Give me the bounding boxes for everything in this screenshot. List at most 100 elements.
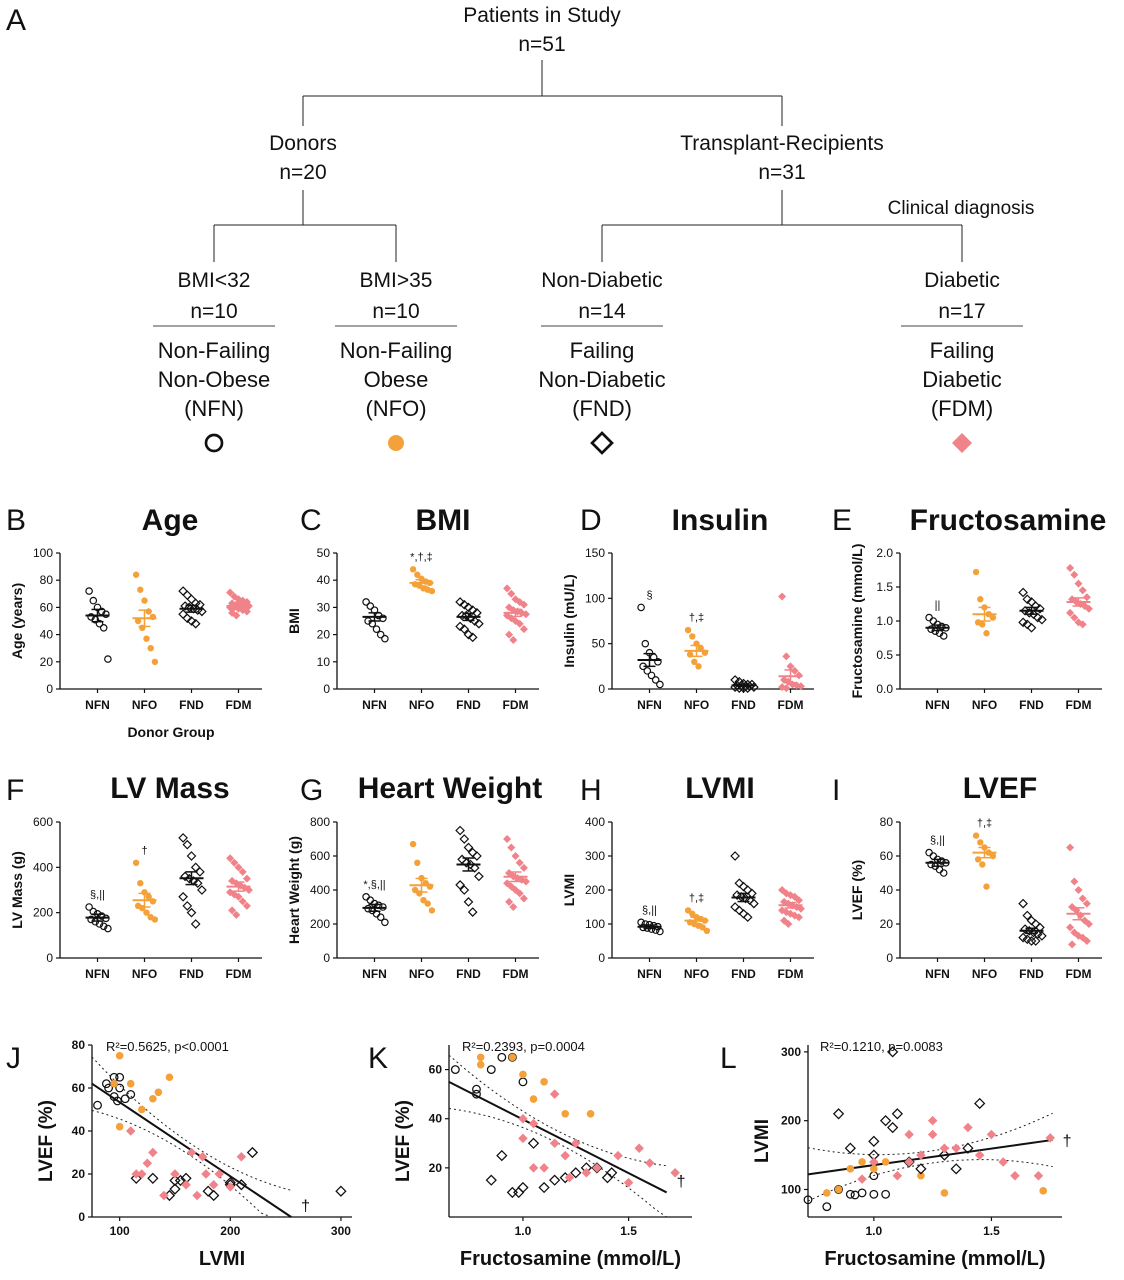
data-point [381,634,389,643]
data-point [455,825,465,836]
data-point [99,623,108,632]
data-point [428,907,436,914]
data-point-fdm [186,1147,197,1158]
data-point-fnd [527,1137,540,1149]
data-point [989,852,997,860]
x-tick-label: NFN [925,967,950,981]
data-point [989,614,997,621]
data-point [742,912,753,923]
data-point-nfo [149,1094,157,1103]
data-point-fdm [963,1122,973,1133]
data-point [796,682,805,691]
data-point [1078,894,1087,903]
group-abbrev: (FDM) [931,396,993,421]
group-criterion: Non-Diabetic [541,269,662,292]
data-point [1084,604,1093,613]
data-point-fdm [201,1169,211,1179]
recipients-n: n=31 [758,161,805,184]
chart-title: Fructosamine [910,504,1107,537]
significance-annotation: § [646,589,652,601]
data-point [232,611,241,620]
chart-title: LVMI [685,772,754,805]
data-point-fnd [235,1179,248,1191]
data-point [515,858,524,867]
data-point [234,892,243,901]
x-tick-label: 1.0 [515,1224,532,1238]
data-point-fdm [159,1190,169,1201]
data-point [1022,934,1033,945]
data-point-fnd [974,1097,986,1110]
data-point-nfo [529,1095,538,1103]
data-point [983,630,990,637]
data-point-fdm [208,1180,219,1190]
chart-title: Age [142,504,199,537]
regression-line [807,1138,1053,1176]
data-point [463,897,474,907]
y-tick-label: 60 [429,1063,443,1077]
data-point [1082,899,1091,908]
data-point [459,885,470,895]
group-n: n=17 [938,300,985,323]
data-point-nfn [850,1190,860,1200]
data-point-fnd [962,1142,974,1154]
data-point [643,667,652,675]
data-point-fdm [892,1170,903,1181]
data-point-fdm [148,1147,158,1158]
x-tick-label: FND [1019,967,1044,981]
panel-letter: C [300,504,322,537]
data-point [519,894,528,903]
significance-annotation: *,†,‡ [410,551,433,563]
data-point [463,842,474,853]
data-point [794,913,803,922]
data-point-fdm [592,1163,602,1173]
regression-stat: R²=0.1210, p=0.0083 [820,1039,943,1054]
x-tick-label: FND [1019,698,1044,712]
data-point [782,652,791,661]
x-tick-label: FND [456,967,481,981]
x-tick-label: 100 [110,1224,130,1238]
y-tick-label: 100 [585,591,605,605]
group-n: n=14 [578,300,626,323]
data-point [983,883,990,890]
y-tick-label: 0 [598,682,605,696]
data-point-nfn [101,1079,111,1089]
data-point-fnd [891,1108,904,1120]
group-abbrev: (FND) [572,396,632,421]
data-point [182,839,193,850]
data-point-nfo [519,1070,527,1079]
data-point-fdm [125,1126,136,1136]
data-point [509,903,518,911]
data-point [521,877,530,886]
y-tick-label: 150 [585,546,605,560]
chart-title: LV Mass [110,772,230,805]
significance-annotation: † [141,845,147,857]
data-point [376,630,385,639]
confidence-band-upper [448,1054,667,1167]
data-point [656,927,664,936]
data-point-nfo [165,1073,174,1082]
data-point-nfo [870,1165,878,1173]
data-point [977,839,984,846]
data-point [1028,927,1039,938]
data-point [99,922,108,931]
data-point [455,597,465,607]
group-column-3: Diabetic n=17 Failing Diabetic (FDM) [901,269,1023,453]
data-point [697,645,704,652]
chart-g: G Heart Weight 0 200 400 600 800 Heart Weight (… [286,772,542,981]
group-name-line2: Diabetic [922,367,1001,392]
data-point [242,901,251,910]
y-tick-label: 40 [40,628,54,642]
data-point [85,587,93,595]
group-marker-diamond-filled [952,433,972,453]
data-point [178,891,188,902]
group-marker-diamond-open [590,431,614,455]
x-tick-label: FDM [503,698,529,712]
chart-title: LVEF [963,772,1037,805]
y-tick-label: 0 [46,682,53,696]
data-point [703,927,711,934]
data-point [519,863,528,872]
x-tick-label: FND [179,698,204,712]
data-point [790,666,799,675]
data-point [178,833,188,843]
data-point [186,851,197,861]
